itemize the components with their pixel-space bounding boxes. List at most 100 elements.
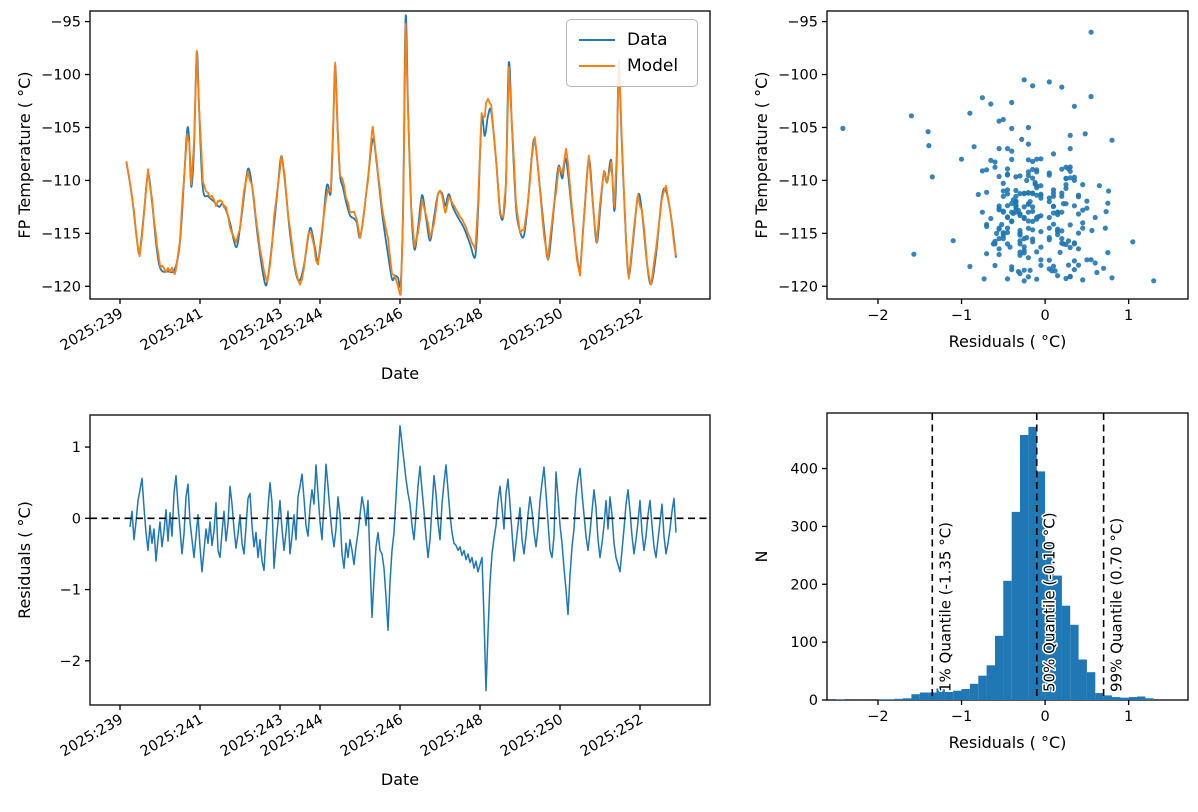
scatter-point xyxy=(1057,249,1063,255)
model-line xyxy=(125,22,677,296)
scatter-point xyxy=(1089,227,1095,234)
histogram-bar xyxy=(944,691,954,700)
scatter-point xyxy=(1000,188,1006,194)
scatter-point xyxy=(1046,225,1052,231)
scatter-point xyxy=(1017,227,1023,234)
scatter-point xyxy=(1025,201,1031,207)
scatter-point xyxy=(1017,271,1023,277)
scatter-point xyxy=(929,174,935,180)
scatter-point xyxy=(1013,198,1019,204)
x-axis-label: Date xyxy=(381,364,419,383)
scatter-point xyxy=(992,159,998,165)
histogram-bar xyxy=(1137,696,1146,700)
x-tick-label: −2 xyxy=(867,308,888,324)
scatter-point xyxy=(1046,199,1052,205)
scatter-point xyxy=(1019,136,1025,142)
data-line-swatch xyxy=(579,39,615,41)
x-tick-label: 1 xyxy=(1124,308,1133,324)
scatter-point xyxy=(1025,218,1031,224)
scatter-point xyxy=(996,225,1002,231)
scatter-point xyxy=(1025,169,1031,175)
scatter-point xyxy=(979,95,986,101)
scatter-point xyxy=(1030,208,1036,214)
scatter-point xyxy=(950,238,956,244)
y-tick-label: −1 xyxy=(60,583,81,599)
scatter-point xyxy=(1030,218,1036,224)
histogram-bar xyxy=(894,698,904,700)
x-tick-label: −1 xyxy=(951,308,972,324)
scatter-point xyxy=(1017,238,1023,244)
x-tick-label: 2025:239 xyxy=(58,712,126,761)
model-line-swatch xyxy=(579,65,615,67)
scatter-point xyxy=(1071,240,1077,246)
scatter-point xyxy=(1094,269,1100,276)
histogram-bar xyxy=(836,699,845,700)
scatter-point xyxy=(1025,124,1031,131)
quantile-label: 1% Quantile (-1.35 °C) xyxy=(936,522,954,692)
scatter-point xyxy=(984,223,990,229)
scatter-point xyxy=(1063,275,1069,282)
scatter-point xyxy=(1030,191,1036,197)
x-tick-label: 2025:248 xyxy=(418,306,486,355)
y-axis-label: FP Temperature ( °C) xyxy=(752,71,771,238)
scatter-point xyxy=(992,164,998,170)
scatter-point xyxy=(925,129,931,135)
histogram-bar xyxy=(969,683,979,700)
y-tick-label: 0 xyxy=(72,511,81,527)
scatter-point xyxy=(1063,182,1069,188)
scatter-point xyxy=(1021,215,1027,222)
residual-line xyxy=(129,424,677,692)
y-tick-label: 400 xyxy=(790,462,818,478)
scatter-point xyxy=(984,167,990,173)
scatter-point xyxy=(1004,203,1011,209)
scatter-point xyxy=(908,113,915,119)
scatter-point xyxy=(1017,249,1023,255)
scatter-point xyxy=(996,173,1002,180)
scatter-point xyxy=(1067,175,1073,181)
scatter-point xyxy=(1034,276,1040,282)
histogram-bar xyxy=(961,689,970,700)
scatter-point xyxy=(1009,209,1015,215)
histogram-bar xyxy=(1061,605,1071,700)
scatter-point xyxy=(1096,183,1102,189)
scatter-point xyxy=(1004,276,1011,282)
scatter-point xyxy=(1071,103,1077,109)
legend: Data Model xyxy=(566,19,698,87)
scatter-point xyxy=(1030,236,1036,242)
scatter-point xyxy=(996,207,1002,213)
scatter-point xyxy=(1025,274,1031,280)
histogram-bar xyxy=(919,692,929,700)
x-tick-label: 0 xyxy=(1040,308,1049,324)
scatter-point xyxy=(1063,176,1069,182)
scatter-point xyxy=(1025,255,1031,261)
scatter-point xyxy=(994,230,1000,236)
y-axis-label: FP Temperature ( °C) xyxy=(15,71,34,238)
y-tick-label: −2 xyxy=(60,654,81,670)
scatter-point xyxy=(1055,232,1061,238)
histogram-bar xyxy=(1070,624,1079,700)
scatter-point xyxy=(1004,191,1011,197)
x-tick-label: 2025:250 xyxy=(498,306,566,355)
scatter-point xyxy=(1071,267,1077,273)
scatter-point xyxy=(1004,146,1011,152)
scatter-point xyxy=(1009,156,1015,162)
scatter-point xyxy=(996,118,1002,124)
histogram-bar xyxy=(928,692,937,700)
scatter-point xyxy=(967,110,973,116)
y-axis-label: N xyxy=(752,551,771,563)
scatter-point xyxy=(1030,166,1036,172)
scatter-point xyxy=(1009,218,1015,224)
y-tick-label: 1 xyxy=(72,440,81,456)
scatter-point xyxy=(1025,209,1031,215)
scatter-point xyxy=(1084,257,1090,263)
x-tick-label: 2025:250 xyxy=(498,712,566,761)
scatter-point xyxy=(1059,240,1065,246)
histogram-bar xyxy=(903,698,912,700)
scatter-point xyxy=(1046,170,1052,176)
x-tick-label: −1 xyxy=(951,709,972,725)
scatter-point xyxy=(988,215,994,222)
scatter-point xyxy=(1000,209,1006,215)
histogram-bar xyxy=(1086,672,1096,700)
scatter-point xyxy=(1027,267,1033,273)
histogram-bar xyxy=(878,699,887,700)
